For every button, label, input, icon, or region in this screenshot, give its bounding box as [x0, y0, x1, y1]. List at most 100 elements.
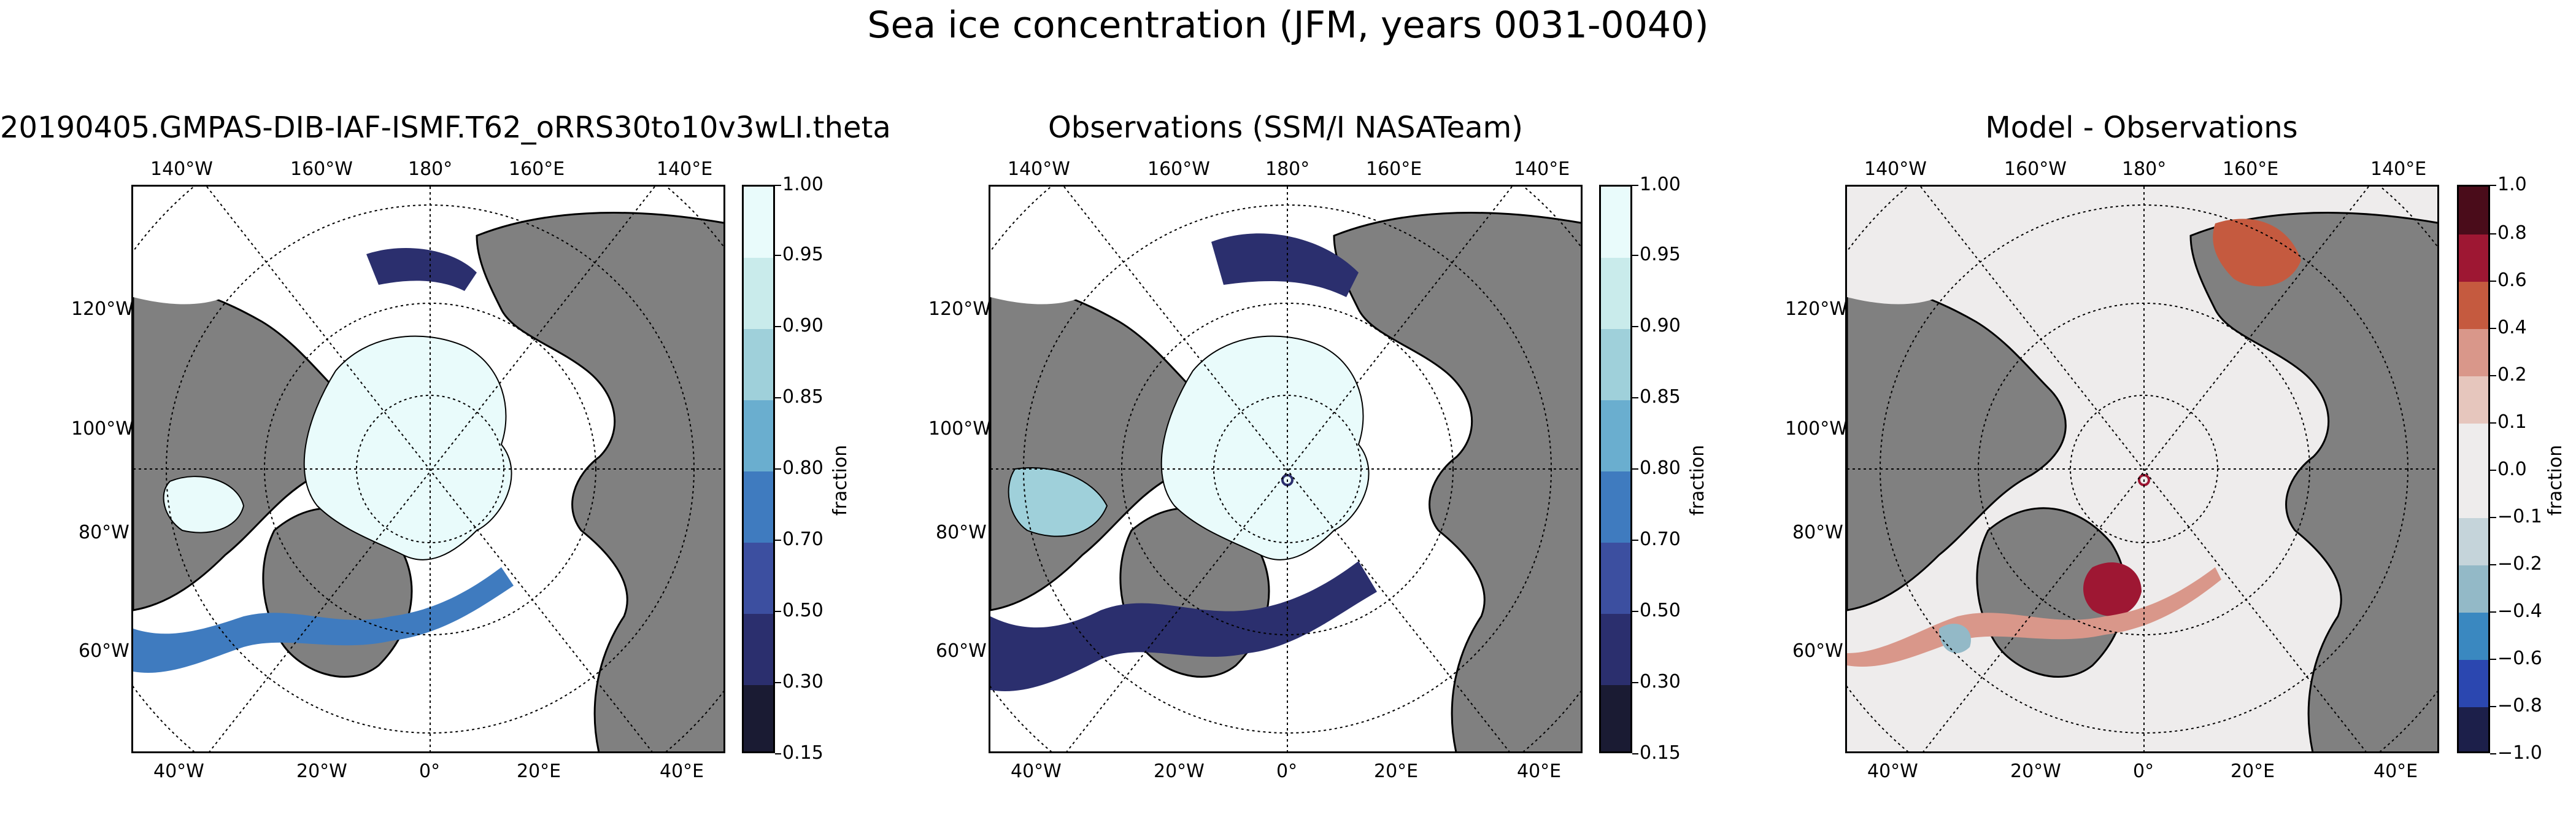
ice-hudson: [1008, 467, 1108, 537]
map-model-svg: [133, 187, 723, 751]
lon-bottom-label: 0°: [419, 761, 441, 782]
ice-arctic: [303, 335, 512, 560]
lat-left-label: 60°W: [79, 640, 129, 662]
graticule: [133, 187, 723, 751]
lon-bottom-label: 40°E: [660, 761, 704, 782]
lon-top-label: 180°: [1265, 158, 1310, 180]
ice-edge-atlantic: [990, 561, 1377, 691]
colorbar-tick: 0.0: [2490, 459, 2527, 480]
map-model: [131, 185, 725, 753]
lat-left-label: 60°W: [1792, 640, 1843, 662]
ice-hudson: [163, 476, 245, 533]
colorbar-tick: 0.95: [1632, 244, 1681, 265]
map-observations: [989, 185, 1583, 753]
lon-top-label: 160°E: [2223, 158, 2279, 180]
lon-top-label: 140°E: [657, 158, 713, 180]
colorbar-tick: 1.00: [1632, 174, 1681, 195]
lon-bottom-label: 40°W: [153, 761, 204, 782]
lon-bottom-label: 40°W: [1867, 761, 1918, 782]
colorbar-tick: 1.0: [2490, 174, 2527, 195]
colorbar-tick: 0.85: [1632, 386, 1681, 408]
colorbar-label: fraction: [830, 444, 851, 516]
map-observations-svg: [990, 187, 1581, 751]
colorbar-label: fraction: [1687, 444, 1708, 516]
colorbar-tick: 0.80: [1632, 457, 1681, 479]
colorbar-tick: 0.2: [2490, 364, 2527, 386]
lat-left-label: 80°W: [936, 522, 987, 543]
lon-top-label: 160°W: [1147, 158, 1210, 180]
diff-positive-edge: [1847, 567, 2221, 667]
colorbar-tick: 0.30: [1632, 671, 1681, 692]
colorbar-tick: −0.6: [2490, 648, 2542, 669]
land-alaska: [1847, 187, 2105, 304]
colorbar-tick: 0.4: [2490, 317, 2527, 338]
colorbar-tick: 0.70: [1632, 529, 1681, 550]
lon-bottom-label: 20°E: [2231, 761, 2275, 782]
ice-edge-pacific: [366, 248, 477, 291]
ice-arctic: [1160, 335, 1370, 560]
lon-bottom-label: 0°: [2133, 761, 2154, 782]
lon-top-label: 180°: [2122, 158, 2167, 180]
lon-bottom-label: 40°E: [2374, 761, 2418, 782]
colorbar-tick: −0.4: [2490, 600, 2542, 622]
lon-top-label: 140°W: [1864, 158, 1927, 180]
lat-left-label: 80°W: [1792, 522, 1843, 543]
lon-top-label: 140°W: [1008, 158, 1070, 180]
lon-top-label: 140°W: [150, 158, 213, 180]
lon-top-label: 160°W: [290, 158, 353, 180]
diff-negative-labrador: [1939, 623, 1971, 653]
lat-left-label: 80°W: [79, 522, 129, 543]
ice-edge-pacific: [1211, 233, 1359, 297]
colorbar-label: fraction: [2545, 444, 2566, 516]
colorbar-model: [742, 185, 775, 753]
land-alaska: [133, 187, 391, 304]
diff-positive-pacific: [2213, 219, 2301, 287]
lon-top-label: 140°E: [1514, 158, 1570, 180]
panel-title-model: 20190405.GMPAS-DIB-IAF-ISMF.T62_oRRS30to…: [0, 110, 891, 145]
colorbar-tick: 0.90: [775, 315, 823, 336]
lon-bottom-label: 40°W: [1011, 761, 1062, 782]
colorbar-tick: 0.1: [2490, 411, 2527, 433]
lon-bottom-label: 0°: [1276, 761, 1298, 782]
graticule: [990, 187, 1581, 751]
colorbar-tick: 0.15: [775, 742, 823, 764]
colorbar-tick: 0.15: [1632, 742, 1681, 764]
lon-top-label: 180°: [408, 158, 453, 180]
figure-title: Sea ice concentration (JFM, years 0031-0…: [867, 4, 1709, 47]
colorbar-tick: 0.80: [775, 457, 823, 479]
colorbar-tick: −0.1: [2490, 506, 2542, 527]
lon-top-label: 160°E: [1366, 158, 1422, 180]
map-difference-svg: [1847, 187, 2437, 751]
graticule: [1847, 187, 2437, 751]
lat-left-label: 100°W: [928, 418, 991, 440]
colorbar-tick: 0.95: [775, 244, 823, 265]
lon-bottom-label: 20°W: [296, 761, 347, 782]
map-difference: [1845, 185, 2439, 753]
lat-left-label: 120°W: [928, 298, 991, 320]
colorbar-tick: 0.90: [1632, 315, 1681, 336]
lon-bottom-label: 20°W: [2010, 761, 2061, 782]
land-alaska: [990, 187, 1248, 304]
lat-left-label: 100°W: [1785, 418, 1848, 440]
colorbar-tick: 0.50: [1632, 600, 1681, 621]
colorbar-observations: [1599, 185, 1632, 753]
lon-top-label: 140°E: [2370, 158, 2427, 180]
lat-left-label: 120°W: [71, 298, 134, 320]
colorbar-difference: [2457, 185, 2490, 753]
lat-left-label: 60°W: [936, 640, 987, 662]
lon-top-label: 160°E: [509, 158, 565, 180]
lon-bottom-label: 20°W: [1154, 761, 1205, 782]
colorbar-tick: −0.2: [2490, 553, 2542, 575]
colorbar-tick: 0.8: [2490, 222, 2527, 244]
lon-bottom-label: 40°E: [1517, 761, 1562, 782]
colorbar-tick: 0.70: [775, 529, 823, 550]
colorbar-tick: 0.85: [775, 386, 823, 408]
lon-top-label: 160°W: [2004, 158, 2067, 180]
lat-left-label: 120°W: [1785, 298, 1848, 320]
lon-bottom-label: 20°E: [517, 761, 561, 782]
lat-left-label: 100°W: [71, 418, 134, 440]
colorbar-tick: −1.0: [2490, 742, 2542, 764]
colorbar-tick: 0.50: [775, 600, 823, 621]
lon-bottom-label: 20°E: [1374, 761, 1419, 782]
colorbar-tick: −0.8: [2490, 695, 2542, 716]
